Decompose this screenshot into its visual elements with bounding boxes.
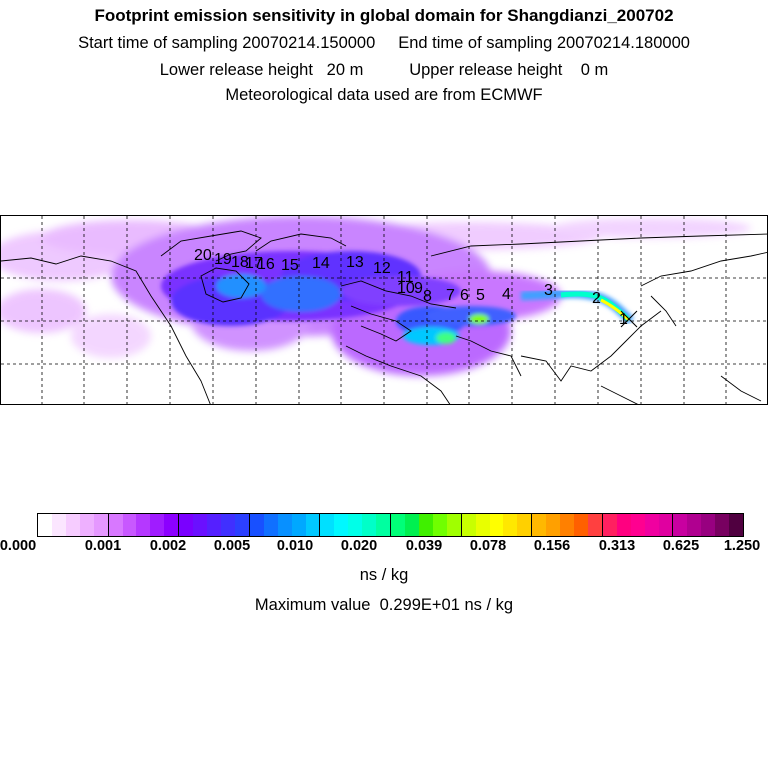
traj-label-15: 15: [281, 257, 299, 274]
traj-label-10: 10: [397, 280, 415, 297]
traj-label-16: 16: [257, 256, 275, 273]
colorbar-segment: [658, 514, 673, 536]
colorbar-segment: [248, 514, 264, 536]
colorbar-segment: [164, 514, 179, 536]
colorbar-segment: [560, 514, 575, 536]
traj-label-9: 9: [414, 280, 423, 297]
max-value-text: Maximum value 0.299E+01 ns / kg: [254, 596, 514, 614]
colorbar-units: ns / kg: [359, 566, 409, 584]
met-data-line: Meteorological data used are from ECMWF: [225, 86, 543, 104]
colorbar-segment: [376, 514, 391, 536]
colorbar-segment: [263, 514, 278, 536]
colorbar-tick-0: 0.000: [0, 538, 37, 554]
colorbar-segment: [503, 514, 518, 536]
colorbar-segment: [51, 514, 66, 536]
traj-label-5: 5: [476, 287, 485, 304]
colorbar-segment: [65, 514, 80, 536]
colorbar-segment: [305, 514, 320, 536]
traj-label-3: 3: [544, 282, 553, 299]
colorbar-segment: [687, 514, 702, 536]
sampling-time-line: Start time of sampling 20070214.150000 E…: [78, 34, 690, 52]
colorbar-segment: [207, 514, 221, 536]
colorbar-segment: [38, 514, 52, 536]
colorbar-segment: [150, 514, 165, 536]
colorbar-segment: [136, 514, 151, 536]
traj-label-7: 7: [446, 287, 455, 304]
colorbar-segment: [404, 514, 419, 536]
traj-label-8: 8: [423, 288, 432, 305]
traj-label-14: 14: [312, 255, 330, 272]
colorbar-segment: [729, 514, 744, 536]
colorbar-segment: [601, 514, 617, 536]
colorbar-tick-10: 0.625: [662, 538, 700, 554]
colorbar-segment: [432, 514, 447, 536]
colorbar-segment: [672, 514, 688, 536]
colorbar-segment: [574, 514, 588, 536]
colorbar-segment: [79, 514, 94, 536]
emission-field: [1, 216, 751, 376]
colorbar-segment: [362, 514, 377, 536]
plot-title: Footprint emission sensitivity in global…: [94, 6, 674, 25]
colorbar-segment: [644, 514, 659, 536]
colorbar-segment: [319, 514, 335, 536]
traj-label-20: 20: [194, 247, 212, 264]
colorbar-segment: [348, 514, 363, 536]
colorbar-tick-5: 0.020: [340, 538, 378, 554]
colorbar-segment: [630, 514, 645, 536]
traj-label-1: 1: [619, 311, 628, 328]
traj-label-4: 4: [502, 286, 511, 303]
traj-label-11: 11: [397, 269, 414, 286]
colorbar-tick-7: 0.078: [469, 538, 507, 554]
lat-lon-grid: [1, 216, 767, 404]
map-canvas: 1 2 3 4 5 6 7 8 9 10 11 12 13 14 15 16 1…: [1, 216, 767, 404]
release-height-line: Lower release height 20 m Upper release …: [159, 61, 609, 79]
colorbar-segment: [489, 514, 504, 536]
colorbar-tick-6: 0.039: [405, 538, 443, 554]
coastlines: [1, 230, 767, 404]
traj-label-17: 17: [245, 255, 263, 272]
colorbar-tick-9: 0.313: [598, 538, 636, 554]
traj-label-18: 18: [231, 254, 249, 271]
colorbar-tick-1: 0.001: [84, 538, 122, 554]
colorbar-tick-3: 0.005: [213, 538, 251, 554]
colorbar-segment: [587, 514, 602, 536]
colorbar-segment: [178, 514, 194, 536]
traj-label-19: 19: [214, 251, 232, 268]
trajectory-labels: 1 2 3 4 5 6 7 8 9 10 11 12 13 14 15 16 1…: [194, 247, 628, 328]
colorbar-segment: [291, 514, 306, 536]
colorbar-segment: [418, 514, 433, 536]
colorbar: [37, 513, 744, 537]
source-x-marker: [620, 310, 638, 328]
traj-label-12: 12: [373, 260, 391, 277]
footprint-map: 1 2 3 4 5 6 7 8 9 10 11 12 13 14 15 16 1…: [0, 215, 768, 405]
colorbar-tick-8: 0.156: [533, 538, 571, 554]
colorbar-segment: [93, 514, 108, 536]
colorbar-segment: [715, 514, 730, 536]
colorbar-segment: [475, 514, 490, 536]
colorbar-segment: [546, 514, 561, 536]
colorbar-tick-4: 0.010: [276, 538, 314, 554]
colorbar-segment: [517, 514, 532, 536]
colorbar-segment: [193, 514, 208, 536]
colorbar-segment: [122, 514, 137, 536]
colorbar-segment: [446, 514, 461, 536]
colorbar-segment: [220, 514, 235, 536]
colorbar-segment: [531, 514, 547, 536]
colorbar-segment: [107, 514, 123, 536]
traj-label-13: 13: [346, 254, 364, 271]
colorbar-segment: [616, 514, 631, 536]
colorbar-segment: [334, 514, 349, 536]
colorbar-segment: [701, 514, 716, 536]
colorbar-segment: [277, 514, 292, 536]
colorbar-segment: [390, 514, 405, 536]
traj-label-2: 2: [592, 290, 601, 307]
colorbar-segment: [460, 514, 476, 536]
traj-label-6: 6: [460, 287, 469, 304]
colorbar-tick-11: 1.250: [723, 538, 761, 554]
colorbar-segment: [234, 514, 249, 536]
colorbar-tick-2: 0.002: [149, 538, 187, 554]
